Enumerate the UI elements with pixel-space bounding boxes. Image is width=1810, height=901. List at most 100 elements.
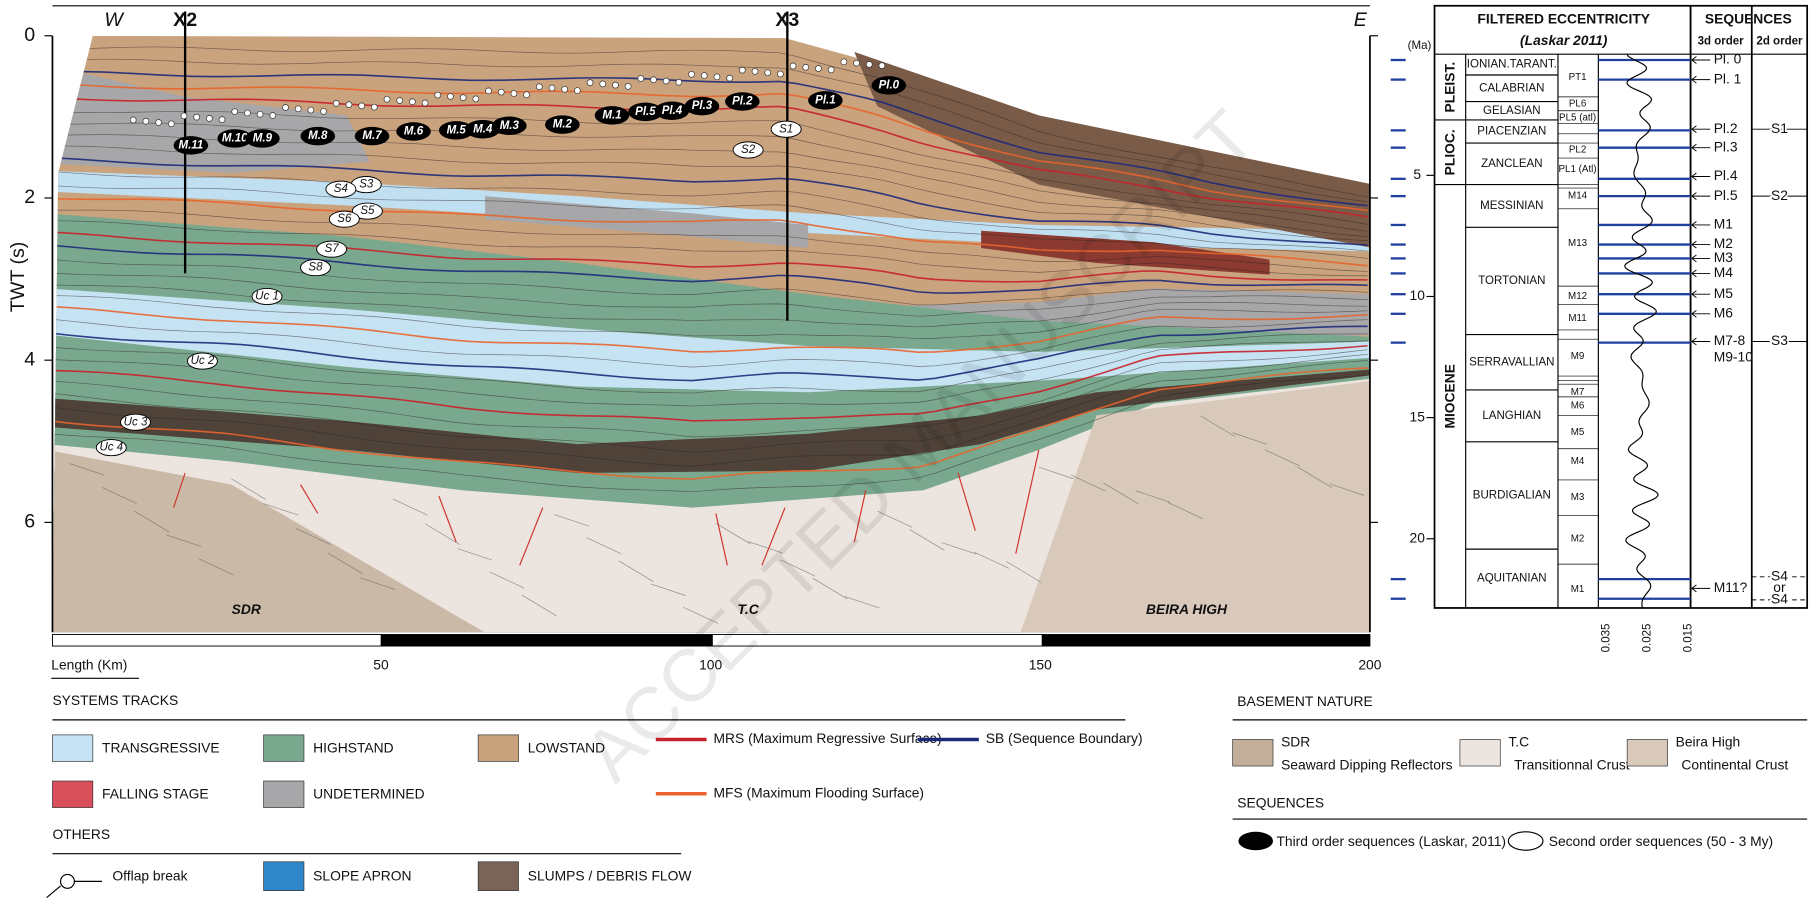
legend-swatch [264, 862, 304, 891]
third-order-sequence: M3 [1714, 249, 1734, 265]
offlap-break [536, 84, 542, 90]
offlap-break [879, 63, 885, 69]
y-tick-label: 4 [24, 348, 35, 370]
epoch-label: MIOCENE [1441, 364, 1457, 429]
third-order-unit: M5 [1571, 427, 1585, 438]
third-order-label: M.11 [179, 139, 204, 151]
sequence-arrow [1692, 255, 1710, 262]
offlap-break [612, 82, 618, 88]
basement-label: BEIRA HIGH [1146, 601, 1228, 617]
offlap-break [549, 85, 555, 91]
stage-label: PIACENZIAN [1477, 126, 1546, 138]
third-order-unit: PL5 (atl) [1559, 112, 1596, 123]
stage-label: TORTONIAN [1478, 275, 1545, 287]
page: { "section": { "west": "W", "east": "E",… [0, 0, 1810, 901]
offlap-break [600, 81, 606, 87]
legend-swatch [264, 781, 304, 808]
offlap-break [676, 79, 682, 85]
offlap-break [562, 86, 568, 92]
second-order-sequence: S3 [1771, 332, 1788, 348]
second-order-label: S1 [779, 123, 793, 135]
basement-label: T.C [737, 601, 759, 617]
third-order-unit: PT1 [1569, 72, 1587, 83]
eccentricity-tick-label: 0.025 [1641, 624, 1653, 653]
legend-marker [1238, 832, 1273, 850]
chart-subtitle: (Laskar 2011) [1520, 32, 1608, 48]
epoch-label: PLEIST. [1441, 62, 1457, 113]
third-order-unit: M4 [1571, 456, 1585, 467]
legend-label: MFS (Maximum Flooding Surface) [713, 784, 924, 800]
offlap-break [854, 60, 860, 66]
offlap-break [308, 107, 314, 113]
legend-label: SB (Sequence Boundary) [986, 730, 1143, 746]
third-order-sequence: Pl.2 [1714, 120, 1738, 136]
column-title: 3d order [1698, 36, 1745, 48]
offlap-break [777, 71, 783, 77]
legend-label: SLOPE APRON [313, 867, 411, 883]
third-order-unit: PL2 [1569, 145, 1586, 156]
offlap-break [701, 73, 707, 79]
direction-label: E [1354, 9, 1368, 31]
offlap-break [587, 80, 593, 86]
second-order-label: S4 [334, 183, 348, 195]
legend-label: Third order sequences (Laskar, 2011) [1276, 833, 1506, 849]
chart-title: FILTERED ECCENTRICITY [1477, 10, 1650, 26]
sequence-arrow [1692, 126, 1710, 133]
stratigraphic-chart: FILTERED ECCENTRICITY(Laskar 2011)SEQUEN… [1391, 6, 1807, 653]
third-order-unit: M2 [1571, 533, 1585, 544]
stage-label: ZANCLEAN [1481, 158, 1542, 170]
third-order-unit: PL1 (Atl) [1559, 164, 1597, 175]
third-order-sequence: Pl.5 [1714, 187, 1738, 203]
age-tick-label: 5 [1413, 166, 1421, 182]
third-order-unit: M6 [1571, 401, 1585, 412]
third-order-sequence: M4 [1714, 264, 1734, 280]
sequence-arrow [1692, 193, 1710, 200]
legend-label: MRS (Maximum Regressive Surface) [713, 730, 941, 746]
legend-swatch [1627, 739, 1667, 766]
offlap-break [473, 96, 479, 102]
epoch-label: PLIOC. [1441, 129, 1457, 175]
legend-label: Beira High [1676, 734, 1741, 750]
offlap-break [790, 63, 796, 69]
sequence-arrow [1692, 173, 1710, 180]
offlap-break [206, 115, 212, 121]
third-order-label: M.9 [253, 132, 273, 144]
axis-unit: (Ma) [1408, 40, 1432, 52]
legend-label: UNDETERMINED [313, 786, 424, 802]
legend-label: SDR [1281, 734, 1310, 750]
legend-label: Seaward Dipping Reflectors [1281, 757, 1452, 773]
second-order-label: S8 [308, 262, 323, 274]
offlap-break [143, 118, 149, 124]
legend-swatch [1460, 739, 1500, 766]
second-order-label: S7 [325, 243, 340, 255]
axis-title: Length (Km) [51, 656, 127, 672]
sequence-arrow [1692, 270, 1710, 277]
stage-label: CALABRIAN [1479, 82, 1544, 94]
third-order-unit: M1 [1571, 584, 1585, 595]
third-order-unit: M13 [1568, 238, 1588, 249]
offlap-break [574, 88, 580, 94]
second-order-label: S3 [359, 179, 374, 191]
third-order-label: M.8 [308, 130, 328, 142]
offlap-break [739, 67, 745, 73]
third-order-unit: M14 [1568, 191, 1588, 202]
third-order-label: Pl.1 [815, 94, 835, 106]
offlap-break [447, 93, 453, 99]
scale-bar [52, 635, 381, 647]
second-order-label: S2 [741, 144, 756, 156]
third-order-label: Pl.5 [635, 106, 656, 118]
legend-label: Second order sequences (50 - 3 My) [1549, 833, 1773, 849]
offlap-break [460, 95, 466, 101]
third-order-sequence: M7-8 [1714, 332, 1746, 348]
offlap-break [727, 75, 733, 81]
seismic-section [47, 36, 1374, 646]
legend-swatch [478, 735, 518, 762]
third-order-sequence: M9-10 [1714, 348, 1754, 364]
offlap-break [638, 75, 644, 81]
basement-label: SDR [232, 601, 261, 617]
third-order-sequence: Pl. 1 [1714, 70, 1742, 86]
offlap-break [371, 104, 377, 110]
offlap-break [321, 108, 327, 114]
third-order-sequence: Pl.3 [1714, 138, 1738, 154]
stage-label: AQUITANIAN [1477, 573, 1547, 585]
